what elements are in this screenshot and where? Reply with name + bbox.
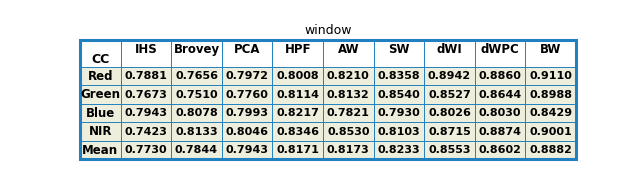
Text: BW: BW [540,43,561,56]
Text: Brovey: Brovey [173,43,220,56]
Text: 0.8046: 0.8046 [226,127,269,137]
Text: 0.7881: 0.7881 [125,71,168,81]
Text: PCA: PCA [234,43,260,56]
Text: 0.8530: 0.8530 [327,127,369,137]
Text: 0.7423: 0.7423 [125,127,168,137]
Text: 0.8008: 0.8008 [276,71,319,81]
Text: 0.8346: 0.8346 [276,127,319,137]
Text: Mean: Mean [83,144,118,157]
Text: 0.7673: 0.7673 [125,90,168,100]
Text: window: window [304,24,352,37]
Text: 0.8602: 0.8602 [479,145,522,155]
Text: 0.8882: 0.8882 [529,145,572,155]
Text: 0.7821: 0.7821 [327,108,370,118]
Text: 0.7844: 0.7844 [175,145,218,155]
Text: 0.7656: 0.7656 [175,71,218,81]
Text: 0.8860: 0.8860 [479,71,522,81]
Text: 0.8133: 0.8133 [175,127,218,137]
Text: 0.8103: 0.8103 [378,127,420,137]
Text: 0.7972: 0.7972 [226,71,269,81]
Text: 0.7760: 0.7760 [226,90,269,100]
Bar [80,122,576,141]
Text: Green: Green [81,88,120,101]
Bar [80,104,576,122]
Text: 0.8171: 0.8171 [276,145,319,155]
Text: 0.8988: 0.8988 [529,90,572,100]
Text: HPF: HPF [285,43,311,56]
Bar [80,40,121,67]
Text: CC: CC [92,53,109,66]
Text: 0.8540: 0.8540 [378,90,420,100]
Text: 0.8553: 0.8553 [428,145,471,155]
Bar [80,40,576,159]
Text: 0.8132: 0.8132 [327,90,370,100]
Text: Blue: Blue [86,107,115,120]
Text: 0.8233: 0.8233 [378,145,420,155]
Text: 0.8173: 0.8173 [327,145,370,155]
Text: 0.8030: 0.8030 [479,108,522,118]
Text: 0.7943: 0.7943 [124,108,168,118]
Text: 0.8026: 0.8026 [428,108,471,118]
Bar [121,40,576,67]
Text: NIR: NIR [88,125,112,138]
Text: 0.8217: 0.8217 [276,108,319,118]
Text: 0.8715: 0.8715 [428,127,471,137]
Bar [80,67,576,85]
Text: 0.8429: 0.8429 [529,108,572,118]
Text: 0.8644: 0.8644 [479,90,522,100]
Bar [80,141,576,159]
Text: 0.9110: 0.9110 [529,71,572,81]
Text: 0.8114: 0.8114 [276,90,319,100]
Text: AW: AW [337,43,359,56]
Text: 0.8210: 0.8210 [327,71,370,81]
Text: 0.7943: 0.7943 [226,145,269,155]
Text: SW: SW [388,43,410,56]
Text: dWI: dWI [436,43,462,56]
Text: 0.9001: 0.9001 [529,127,572,137]
Text: 0.7510: 0.7510 [175,90,218,100]
Text: 0.8874: 0.8874 [479,127,522,137]
Text: Red: Red [88,70,113,83]
Text: 0.8358: 0.8358 [378,71,420,81]
Text: 0.8942: 0.8942 [428,71,471,81]
Bar [80,85,576,104]
Text: IHS: IHS [134,43,157,56]
Text: 0.7730: 0.7730 [125,145,167,155]
Text: dWPC: dWPC [481,43,520,56]
Text: 0.8078: 0.8078 [175,108,218,118]
Text: 0.8527: 0.8527 [428,90,471,100]
Text: 0.7930: 0.7930 [378,108,420,118]
Text: 0.7993: 0.7993 [226,108,269,118]
